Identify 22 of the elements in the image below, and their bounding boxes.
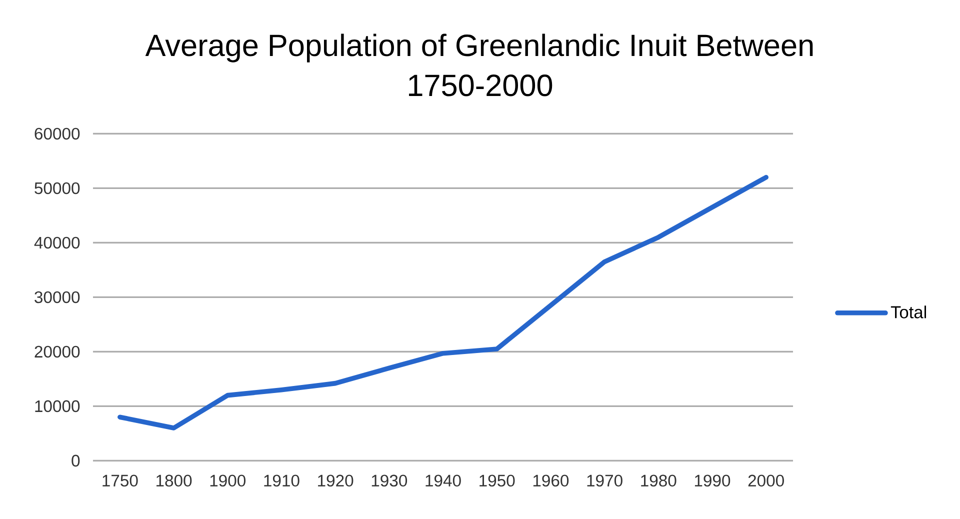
x-tick-label: 1900 xyxy=(210,474,246,487)
x-tick-label: 1800 xyxy=(156,474,192,487)
x-tick-label: 1980 xyxy=(641,474,676,487)
x-tick-label: 1930 xyxy=(372,474,408,487)
y-tick-label: 20000 xyxy=(34,346,80,358)
y-tick-label: 40000 xyxy=(34,236,80,249)
y-tick-label: 60000 xyxy=(34,128,80,140)
x-tick-label: 1920 xyxy=(318,474,354,487)
legend-label: Total xyxy=(890,306,926,318)
x-tick-label: 1970 xyxy=(587,474,622,487)
y-tick-label: 0 xyxy=(72,454,80,467)
x-tick-label: 1940 xyxy=(426,474,461,487)
x-tick-label: 1960 xyxy=(533,474,569,487)
x-tick-label: 1950 xyxy=(480,474,515,487)
chart-title: Average Population of Greenlandic Inuit Between 1750-2000 xyxy=(145,34,813,96)
x-tick-label: 1990 xyxy=(694,474,730,487)
x-tick-label: 1750 xyxy=(102,474,138,487)
x-tick-label: 1910 xyxy=(264,474,300,487)
y-tick-label: 50000 xyxy=(34,182,80,194)
y-tick-label: 10000 xyxy=(35,400,80,412)
x-tick-label: 2000 xyxy=(748,474,784,487)
y-tick-label: 30000 xyxy=(34,291,80,304)
